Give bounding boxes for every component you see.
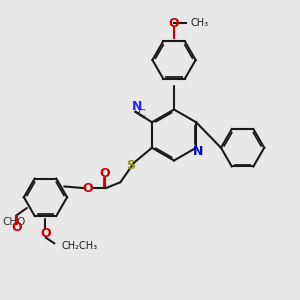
Text: O: O	[40, 227, 51, 240]
Text: O: O	[169, 17, 179, 30]
Text: O: O	[100, 167, 110, 180]
Text: CH₃: CH₃	[190, 18, 209, 28]
Text: S: S	[126, 159, 135, 172]
Text: N: N	[193, 145, 204, 158]
Text: C: C	[137, 109, 145, 119]
Text: O: O	[11, 221, 22, 234]
Text: CHO: CHO	[2, 217, 26, 226]
Text: O: O	[83, 182, 93, 195]
Text: CH₂CH₃: CH₂CH₃	[61, 242, 97, 251]
Text: N: N	[132, 100, 142, 113]
